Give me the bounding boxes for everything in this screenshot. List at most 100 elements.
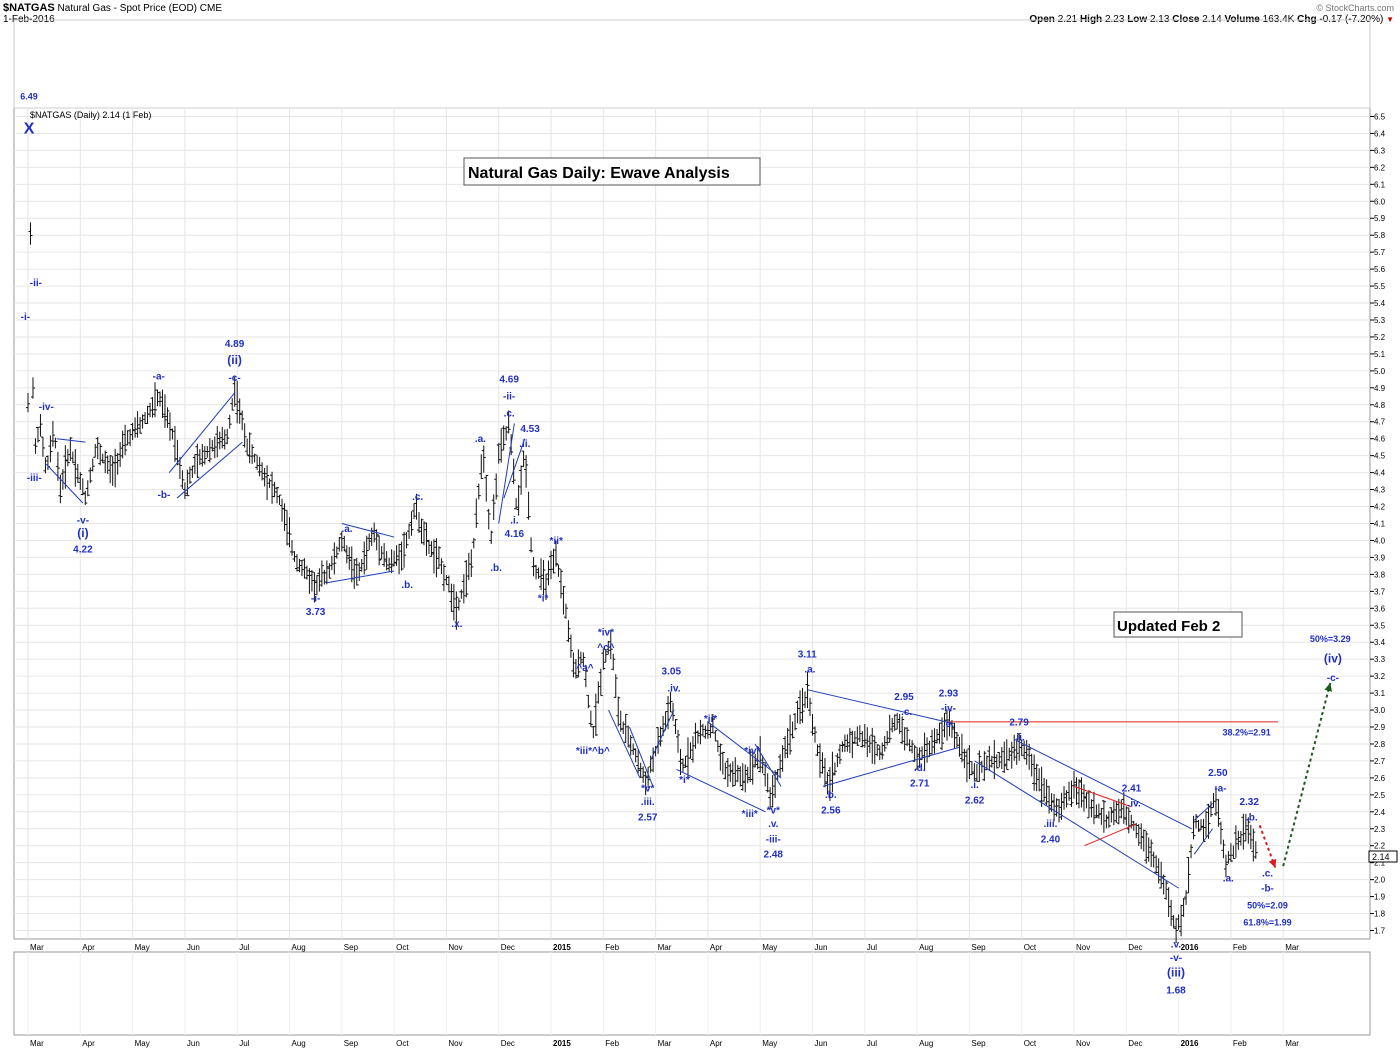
wave-label: -c- bbox=[228, 373, 240, 384]
red-line bbox=[1084, 823, 1137, 847]
lower-x-tick-label: Apr bbox=[710, 1039, 723, 1048]
channel-line bbox=[676, 768, 766, 813]
wave-label: 50%=2.09 bbox=[1247, 900, 1288, 910]
wave-label: X bbox=[24, 120, 35, 137]
wave-label: .a. bbox=[1223, 873, 1234, 884]
updated-box: Updated Feb 2 bbox=[1113, 611, 1243, 638]
watermark: © StockCharts.com bbox=[1316, 3, 1394, 13]
updated-box-text: Updated Feb 2 bbox=[1117, 618, 1220, 635]
x-tick-label: Nov bbox=[448, 943, 462, 952]
wave-label: (iv) bbox=[1324, 652, 1342, 666]
red-arrow-head bbox=[1268, 858, 1277, 868]
wave-label: 6.49 bbox=[20, 92, 38, 102]
wave-label: -ii- bbox=[30, 278, 42, 289]
wave-label: -a- bbox=[153, 371, 165, 382]
y-tick-label: 6.0 bbox=[1374, 197, 1386, 206]
lower-x-tick-label: Dec bbox=[1128, 1039, 1142, 1048]
wave-label: -i- bbox=[311, 594, 320, 605]
wave-label: 4.69 bbox=[499, 375, 519, 386]
x-tick-label: Oct bbox=[1024, 943, 1037, 952]
x-tick-label: Apr bbox=[82, 943, 95, 952]
y-tick-label: 5.6 bbox=[1374, 265, 1386, 274]
green-arrow-head bbox=[1324, 682, 1333, 692]
title-box-text: Natural Gas Daily: Ewave Analysis bbox=[468, 165, 730, 182]
y-tick-label: 4.0 bbox=[1374, 536, 1386, 545]
y-tick-label: 5.5 bbox=[1374, 282, 1386, 291]
y-tick-label: 2.5 bbox=[1374, 791, 1386, 800]
lower-x-tick-label: Feb bbox=[1233, 1039, 1247, 1048]
wave-label: 50%=3.29 bbox=[1310, 634, 1351, 644]
wave-label: .c. bbox=[504, 409, 515, 420]
y-tick-label: 3.3 bbox=[1374, 655, 1386, 664]
lower-x-tick-label: Nov bbox=[1076, 1039, 1090, 1048]
y-tick-label: 3.2 bbox=[1374, 672, 1386, 681]
wave-label: 1.68 bbox=[1166, 985, 1186, 996]
wave-label: 4.16 bbox=[505, 529, 525, 540]
x-tick-label: Apr bbox=[710, 943, 723, 952]
channel-lines bbox=[45, 392, 1214, 889]
wave-label: .b. bbox=[401, 580, 413, 591]
y-tick-label: 2.9 bbox=[1374, 723, 1386, 732]
channel-line bbox=[754, 743, 782, 787]
x-tick-label: Jul bbox=[239, 943, 249, 952]
y-tick-label: 4.5 bbox=[1374, 452, 1386, 461]
red-line bbox=[1073, 785, 1132, 808]
lower-x-tick-label: Mar bbox=[30, 1039, 44, 1048]
wave-labels: X6.49-ii--i--iv--iii--v-(i)4.22-a--b-4.8… bbox=[20, 92, 1350, 997]
wave-label: .a. bbox=[341, 524, 352, 535]
y-tick-label: 6.5 bbox=[1374, 112, 1386, 121]
wave-label: .iii. bbox=[1044, 819, 1058, 830]
wave-label: *iii* bbox=[742, 809, 758, 820]
y-tick-label: 6.3 bbox=[1374, 146, 1386, 155]
y-tick-label: 3.9 bbox=[1374, 553, 1386, 562]
x-tick-label: Mar bbox=[658, 943, 672, 952]
channel-line bbox=[168, 392, 235, 473]
y-tick-label: 3.7 bbox=[1374, 587, 1386, 596]
wave-label: .iv. bbox=[667, 683, 680, 694]
channel-line bbox=[1193, 828, 1214, 855]
wave-label: 61.8%=1.99 bbox=[1243, 917, 1291, 927]
y-tick-label: 5.3 bbox=[1374, 316, 1386, 325]
wave-label: *v* bbox=[641, 783, 654, 794]
wave-label: -iii- bbox=[27, 473, 42, 484]
channel-line bbox=[1193, 802, 1213, 821]
wave-label: .i. bbox=[970, 780, 979, 791]
lower-panel bbox=[13, 951, 1371, 1036]
wave-label: .b. bbox=[825, 790, 837, 801]
wave-label: 2.50 bbox=[1208, 768, 1228, 779]
wave-label: 4.89 bbox=[225, 339, 245, 350]
symbol: $NATGAS bbox=[3, 2, 55, 14]
y-tick-label: 4.8 bbox=[1374, 401, 1386, 410]
wave-label: ^a^ bbox=[576, 663, 593, 674]
lower-x-tick-label: Oct bbox=[396, 1039, 409, 1048]
lower-x-tick-label: May bbox=[762, 1039, 777, 1048]
lower-x-tick-label: Aug bbox=[292, 1039, 306, 1048]
wave-label: .d. bbox=[914, 763, 926, 774]
chart-legend: $NATGAS (Daily) 2.14 (1 Feb) bbox=[30, 110, 151, 120]
channel-line bbox=[707, 721, 782, 779]
x-tick-label: 2015 bbox=[553, 943, 571, 952]
channel-line bbox=[176, 441, 243, 499]
y-tick-label: 2.8 bbox=[1374, 740, 1386, 749]
lower-x-tick-label: 2016 bbox=[1181, 1039, 1199, 1048]
channel-line bbox=[628, 726, 654, 787]
wave-label: 2.79 bbox=[1009, 717, 1029, 728]
wave-label: .b. bbox=[1246, 812, 1258, 823]
y-tick-label: 5.4 bbox=[1374, 299, 1386, 308]
lower-x-tick-label: Sep bbox=[344, 1039, 359, 1048]
y-tick-label: 5.9 bbox=[1374, 214, 1386, 223]
wave-label: .e. bbox=[943, 719, 954, 730]
wave-label: 2.41 bbox=[1122, 783, 1142, 794]
channel-line bbox=[807, 689, 954, 725]
wave-label: 3.73 bbox=[306, 607, 326, 618]
y-tick-label: 6.2 bbox=[1374, 163, 1386, 172]
x-tick-label: Jun bbox=[815, 943, 828, 952]
wave-label: .i. bbox=[510, 516, 519, 527]
projection-arrows bbox=[1258, 682, 1333, 869]
wave-label: 4.53 bbox=[520, 424, 540, 435]
channel-line bbox=[1016, 740, 1192, 830]
x-tick-label: Jul bbox=[867, 943, 877, 952]
y-tick-label: 1.9 bbox=[1374, 893, 1386, 902]
wave-label: .ii. bbox=[519, 439, 530, 450]
wave-label: .c. bbox=[901, 707, 912, 718]
